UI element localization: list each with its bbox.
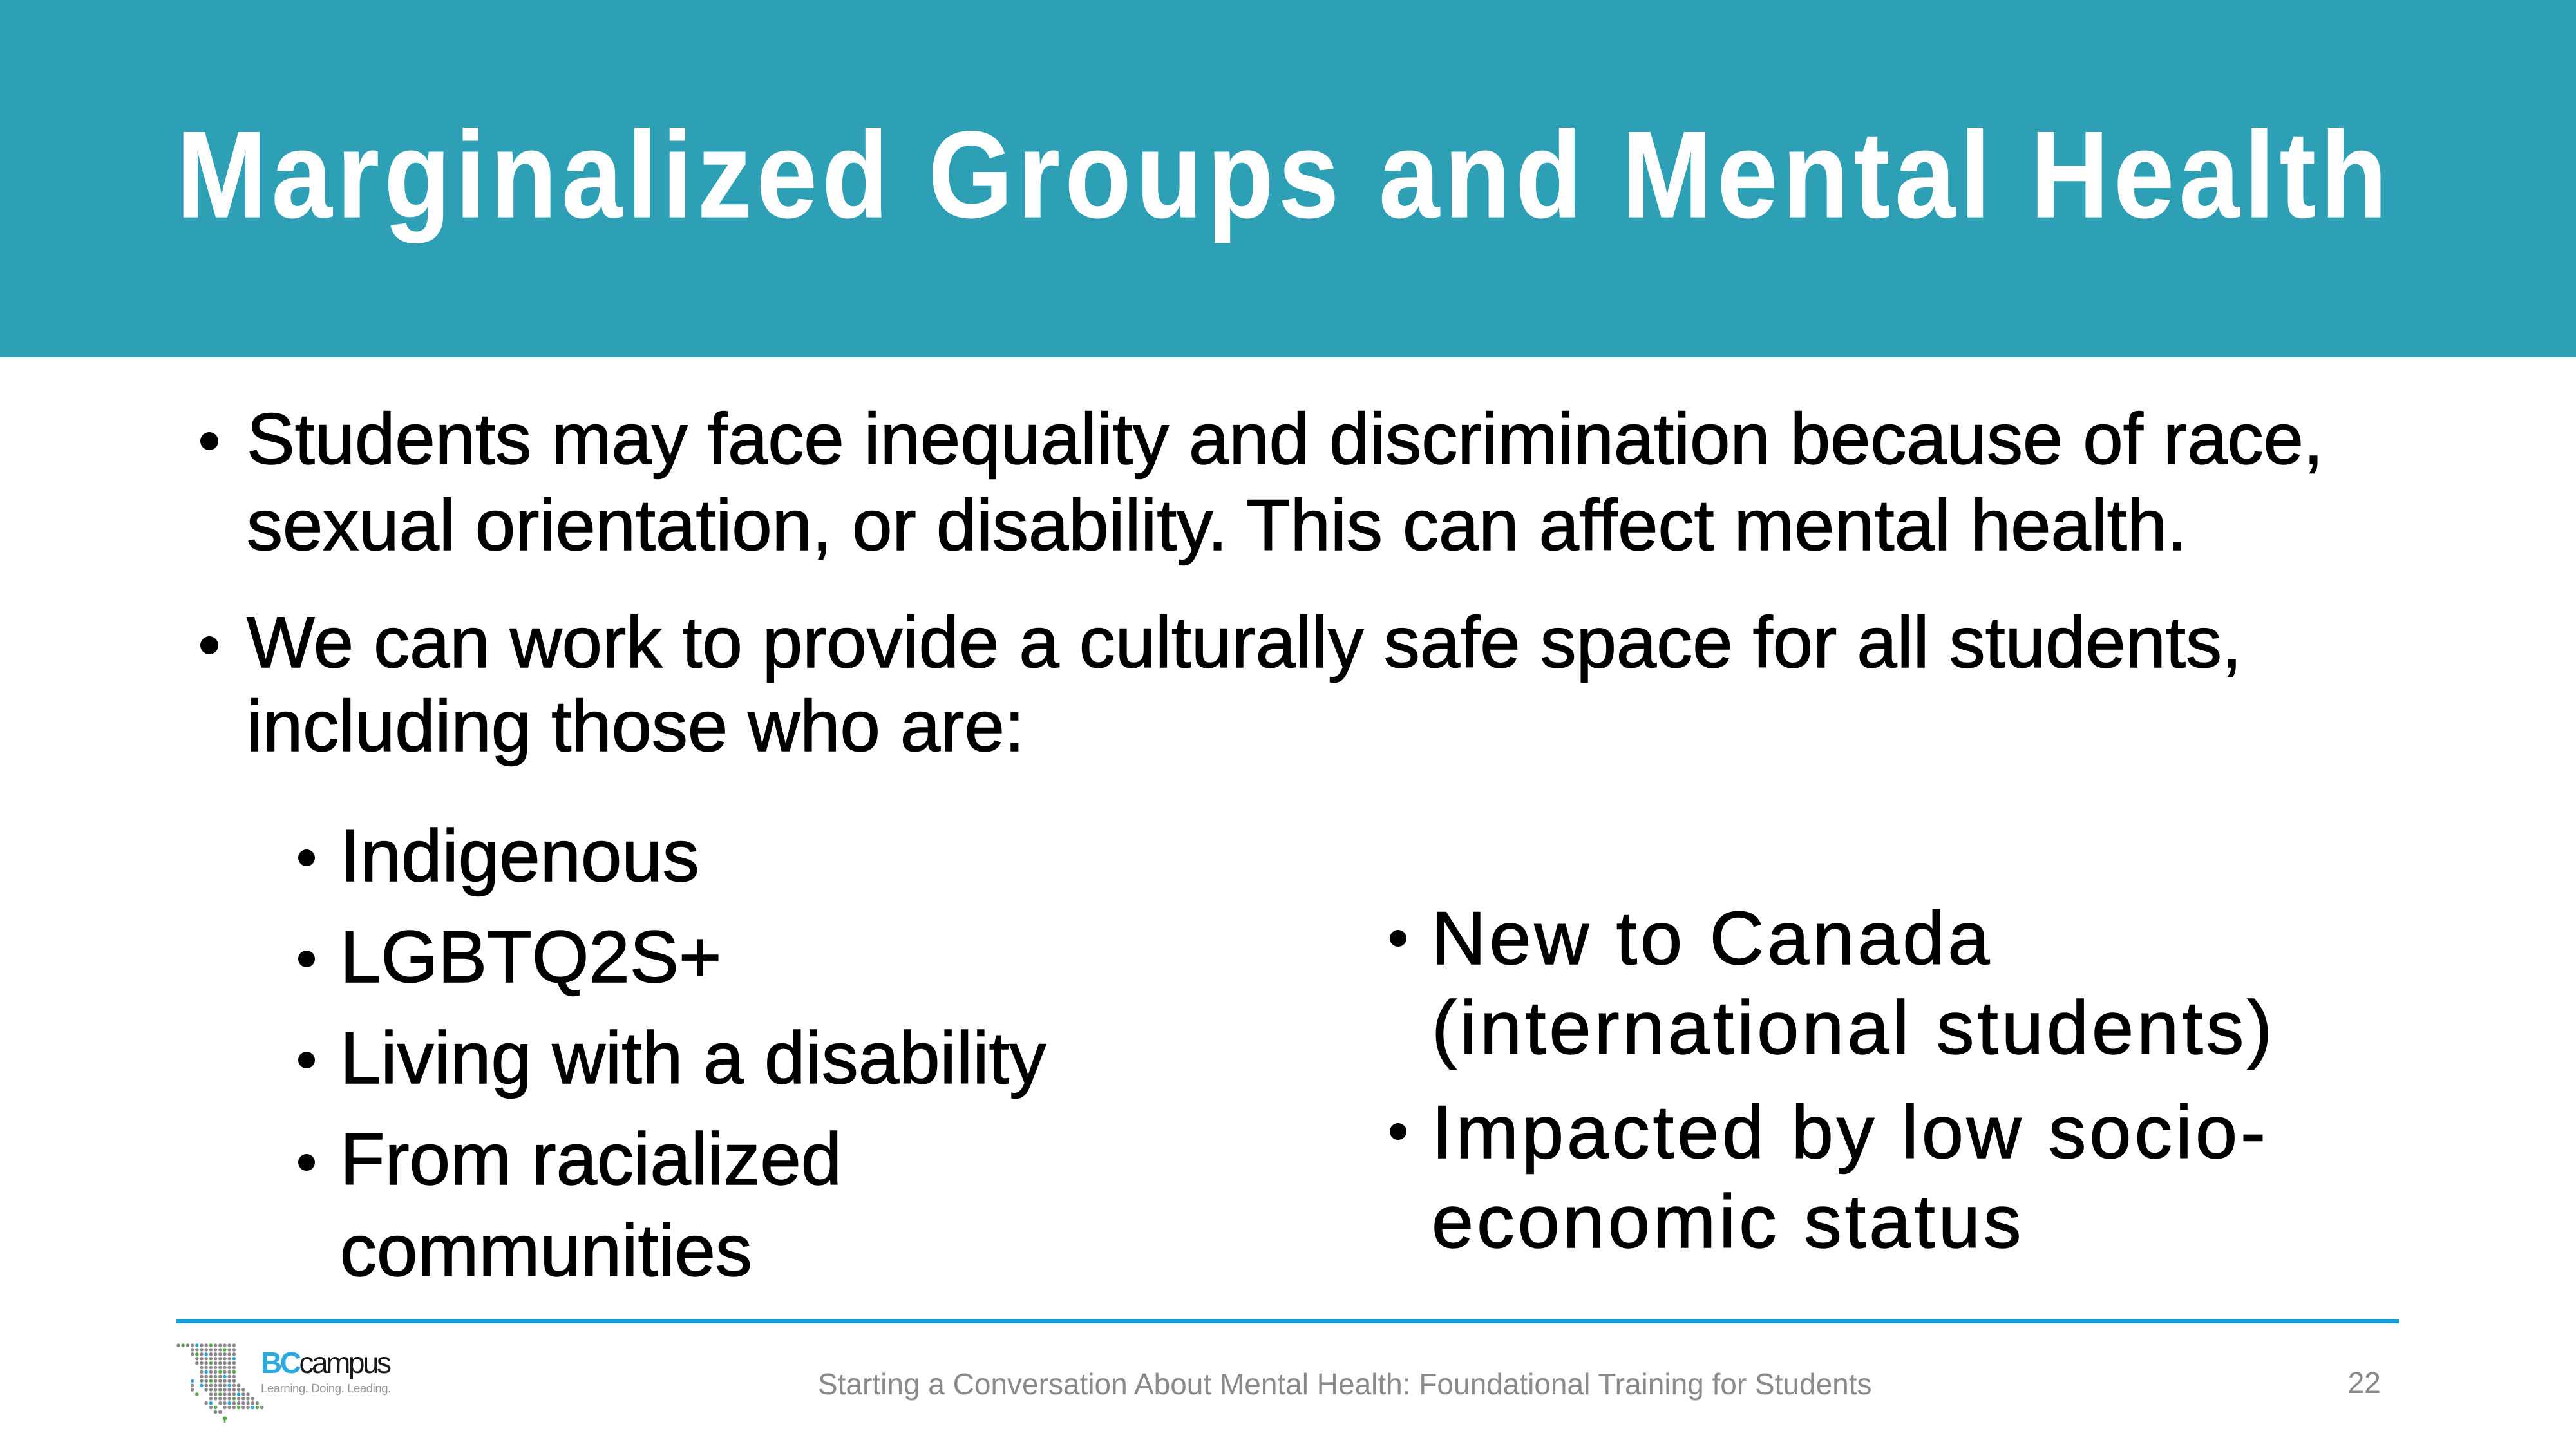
svg-text:BCcampus: BCcampus [261,1346,391,1379]
svg-text:Learning. Doing. Leading.: Learning. Doing. Leading. [261,1381,391,1395]
